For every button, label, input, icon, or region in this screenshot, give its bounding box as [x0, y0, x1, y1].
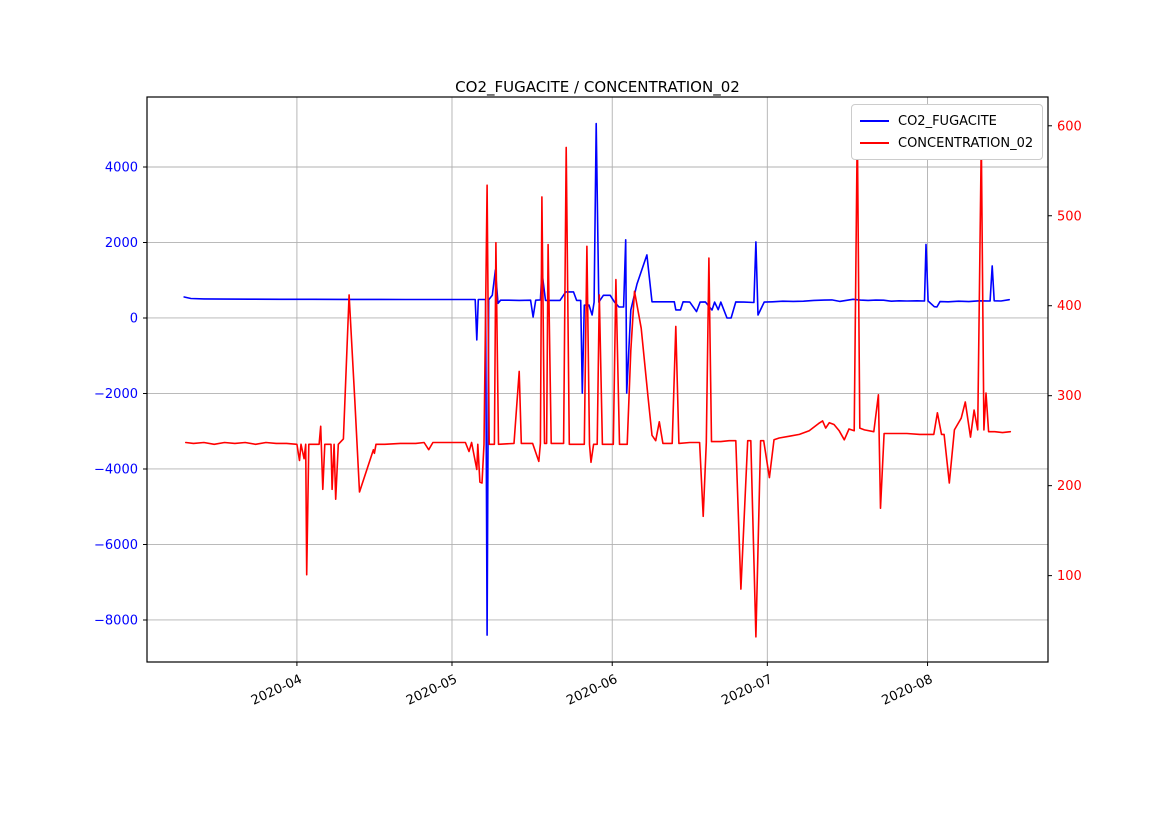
right-tick-label: 300 — [1057, 389, 1082, 404]
series-line-co2-fugacite — [183, 122, 1011, 636]
right-tick-label: 100 — [1057, 569, 1082, 584]
left-tick-label: −6000 — [94, 538, 138, 553]
left-tick-label: 0 — [130, 311, 138, 326]
legend-label: CONCENTRATION_02 — [898, 135, 1034, 151]
legend-line-swatch-concentration-02 — [860, 142, 889, 144]
right-tick-label: 200 — [1057, 479, 1082, 494]
x-tick-label: 2020-07 — [719, 672, 775, 709]
legend-item: CO2_FUGACITE — [860, 110, 1034, 132]
left-tick-label: −8000 — [94, 613, 138, 628]
legend-item: CONCENTRATION_02 — [860, 132, 1034, 154]
chart-title: CO2_FUGACITE / CONCENTRATION_02 — [455, 78, 740, 96]
left-tick-label: −4000 — [94, 462, 138, 477]
x-tick-label: 2020-05 — [404, 672, 460, 709]
x-tick-label: 2020-04 — [249, 672, 305, 709]
left-tick-label: 4000 — [105, 160, 138, 175]
right-tick-label: 500 — [1057, 209, 1082, 224]
x-tick-label: 2020-06 — [564, 672, 620, 709]
right-tick-label: 600 — [1057, 119, 1082, 134]
series-line-concentration-02 — [185, 125, 1012, 638]
legend-line-swatch-co2-fugacite — [860, 120, 889, 122]
x-tick-label: 2020-08 — [880, 672, 936, 709]
plot-spines — [146, 96, 1049, 663]
left-tick-label: −2000 — [94, 387, 138, 402]
legend-label: CO2_FUGACITE — [898, 113, 997, 129]
legend: CO2_FUGACITE CONCENTRATION_02 — [851, 104, 1043, 160]
left-tick-label: 2000 — [105, 236, 138, 251]
right-tick-label: 400 — [1057, 299, 1082, 314]
